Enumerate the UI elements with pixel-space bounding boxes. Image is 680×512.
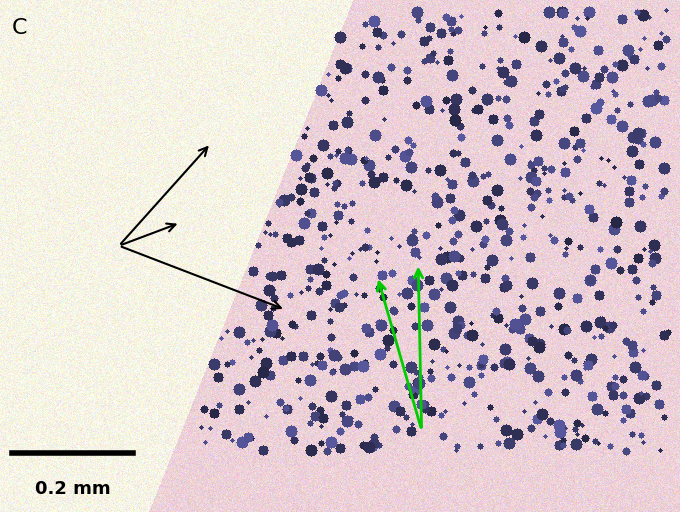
Text: C: C: [12, 18, 28, 38]
Text: 0.2 mm: 0.2 mm: [35, 480, 111, 498]
